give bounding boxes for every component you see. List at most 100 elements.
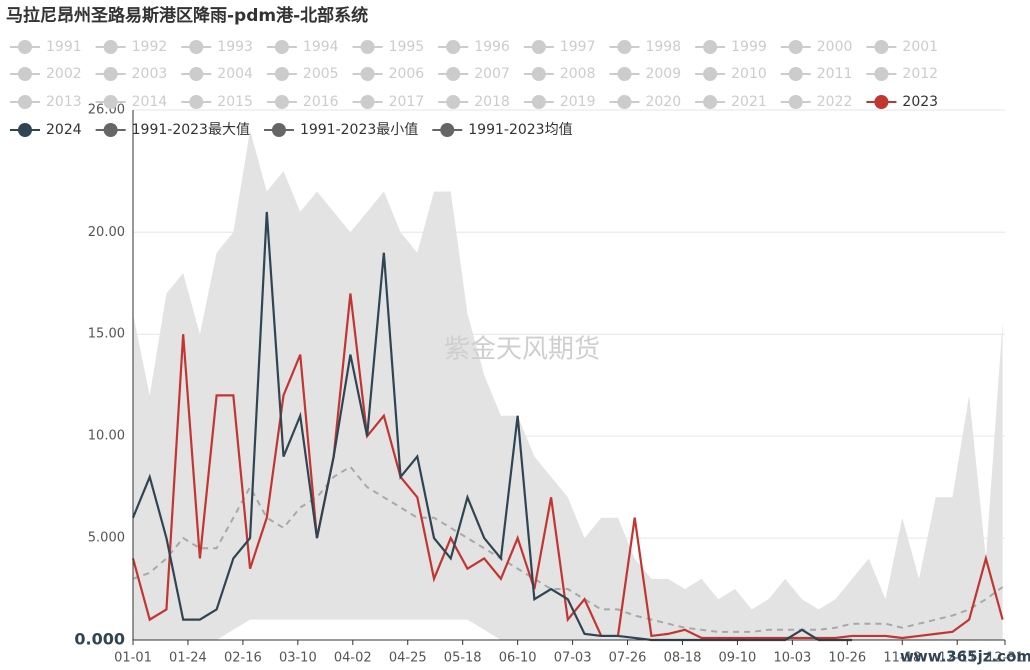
legend-label: 2011 [817,66,853,82]
legend-label: 1993 [217,39,253,55]
legend-label: 2007 [474,66,510,82]
legend-icon-dot [18,123,32,137]
legend-icon-dot [788,67,803,81]
x-tick-label: 06-10 [499,651,537,666]
legend-item: 2007 [438,66,510,82]
x-tick-label: 08-18 [664,651,702,666]
x-tick-label: 10-03 [773,651,811,666]
legend-item: 1995 [352,39,425,55]
legend-label: 1991-2023最小值 [300,122,418,138]
legend-icon-dot [446,95,461,109]
legend-item: 2013 [10,94,82,110]
legend-item: 2014 [95,94,167,110]
legend-icon-dot [103,123,118,137]
plot [131,109,1005,642]
legend-label: 2003 [132,66,168,82]
legend-label: 1999 [731,39,767,55]
legend-icon-dot [103,67,118,81]
legend-label: 2012 [902,66,938,82]
legend-icon-dot [274,40,289,54]
mean-line [132,465,1004,633]
legend-label: 2015 [217,94,253,110]
legend-icon-dot [617,95,632,109]
legend-item: 1993 [181,39,253,55]
legend-item: 2023 [866,94,938,110]
x-tick-label: 11-18 [883,651,921,666]
series-line [131,293,1004,640]
legend-label: 2016 [303,94,339,110]
legend-label: 2022 [817,94,853,110]
legend-label: 2019 [560,94,596,110]
legend-label: 2008 [560,66,596,82]
legend-icon-dot [103,95,118,109]
legend-item: 2011 [780,66,853,82]
legend-item: 2021 [695,94,767,110]
legend-icon-dot [531,95,546,109]
legend-item: 2003 [95,66,168,82]
legend-label: 2001 [902,39,938,55]
legend-icon-dot [274,67,289,81]
legend-item: 2001 [866,39,938,55]
legend-icon-dot [531,67,546,81]
legend-icon-dot [446,40,461,54]
legend-item: 2024 [10,122,82,138]
legend-item: 2000 [780,39,853,55]
legend-label: 2023 [902,94,938,110]
legend-icon-dot [103,40,118,54]
legend-item: 1991-2023均值 [432,122,573,138]
legend-icon-dot [360,95,375,109]
legend-label: 2024 [46,122,82,138]
legend-label: 1998 [645,39,681,55]
legend-item: 1999 [695,39,767,55]
legend-label: 2018 [474,94,510,110]
legend-icon-dot [360,40,375,54]
legend-item: 1991-2023最小值 [263,122,418,138]
x-tick-label: 04-02 [334,651,372,666]
legend-label: 2013 [46,94,82,110]
legend-icon-dot [617,67,632,81]
legend-item: 1997 [523,39,595,55]
legend-icon-dot [440,123,455,137]
x-tick-label: 10-26 [828,651,866,666]
x-tick-label: 01-24 [169,651,207,666]
legend-item: 2019 [523,94,596,110]
y-tick-label: 0.000 [74,630,125,649]
legend-icon-dot [189,95,204,109]
legend-label: 2009 [645,66,681,82]
legend-label: 1995 [389,39,425,55]
legend-icon-dot [617,40,632,54]
legend-label: 2000 [817,39,853,55]
legend-item: 2009 [609,66,681,82]
legend-label: 2004 [217,66,253,82]
legend-label: 1996 [474,39,510,55]
legend-icon-dot [874,95,889,109]
legend-icon-dot [18,67,32,81]
legend-label: 2020 [645,94,681,110]
x-tick-label: 09-10 [719,651,757,666]
legend-label: 2021 [731,94,767,110]
legend-icon-dot [18,95,32,109]
legend-item: 2022 [780,94,853,110]
watermark: www.365jz.com [900,648,1030,666]
legend-label: 1991-2023均值 [468,122,572,138]
legend-item: 2008 [523,66,596,82]
legend-icon-dot [703,40,718,54]
legend-icon-dot [874,67,889,81]
legend-item: 1991-2023最大值 [95,122,250,138]
legend-item: 2004 [181,66,253,82]
x-tick-label: 07-26 [609,651,647,666]
legend-icon-dot [788,95,803,109]
legend-item: 2018 [438,94,510,110]
legend-icon-dot [703,95,718,109]
legend-item: 2002 [10,66,82,82]
y-tick-label: 5.000 [88,531,125,546]
legend-label: 1992 [132,39,168,55]
legend-item: 2017 [352,94,424,110]
legend-icon-dot [703,67,718,81]
legend-icon-dot [531,40,546,54]
legend-icon-dot [360,67,375,81]
legend-icon-dot [446,67,461,81]
y-tick-label: 15.00 [88,327,125,342]
area [133,619,1003,640]
legend-item: 2006 [352,66,424,82]
